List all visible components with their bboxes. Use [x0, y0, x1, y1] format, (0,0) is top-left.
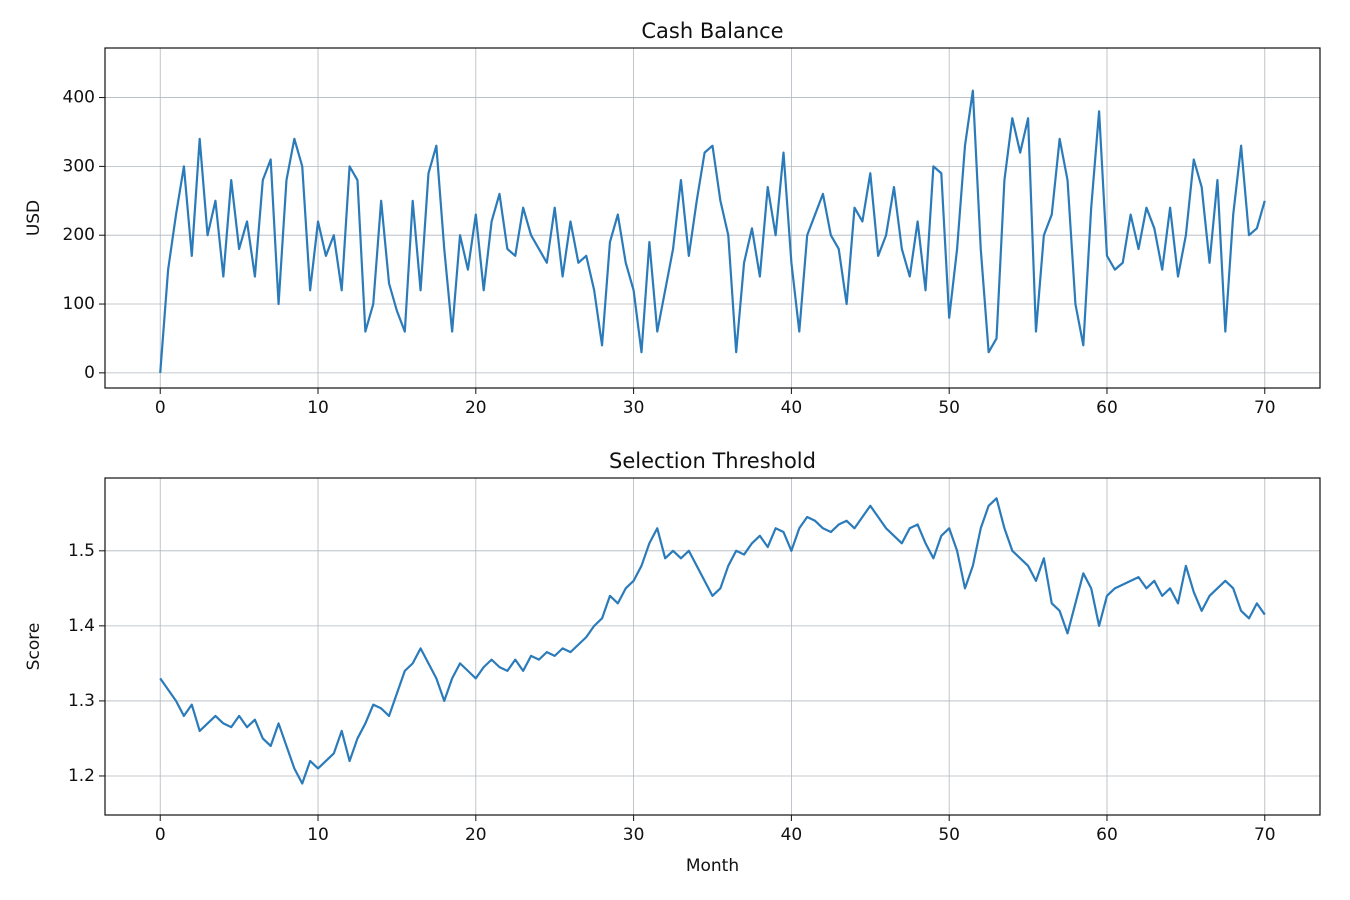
x-tick-label: 10	[307, 398, 329, 418]
x-tick-label: 0	[155, 398, 166, 418]
x-tick-label: 20	[465, 825, 487, 845]
x-tick-label: 70	[1254, 825, 1276, 845]
x-tick-label: 0	[155, 825, 166, 845]
x-tick-label: 40	[781, 825, 803, 845]
y-tick-label: 0	[84, 363, 95, 383]
x-tick-label: 10	[307, 825, 329, 845]
x-axis-label: Month	[686, 856, 739, 876]
y-tick-label: 1.2	[68, 766, 95, 786]
data-line	[159, 89, 1266, 373]
chart-title: Cash Balance	[641, 19, 783, 43]
x-tick-label: 50	[938, 825, 960, 845]
y-tick-label: 200	[63, 225, 95, 245]
x-tick-label: 30	[623, 398, 645, 418]
y-tick-label: 100	[63, 294, 95, 314]
y-tick-label: 400	[63, 88, 95, 108]
axes-frame	[104, 47, 1321, 389]
x-tick-label: 50	[938, 398, 960, 418]
x-tick-label: 60	[1096, 398, 1118, 418]
y-tick-label: 1.4	[68, 616, 95, 636]
x-tick-label: 20	[465, 398, 487, 418]
y-tick-label: 300	[63, 156, 95, 176]
x-tick-label: 70	[1254, 398, 1276, 418]
y-tick-label: 1.5	[68, 541, 95, 561]
y-axis-label: Score	[24, 623, 44, 671]
data-line	[159, 497, 1266, 785]
x-tick-label: 30	[623, 825, 645, 845]
y-axis-label: USD	[24, 200, 44, 236]
y-tick-label: 1.3	[68, 691, 95, 711]
x-tick-label: 40	[781, 398, 803, 418]
x-tick-label: 60	[1096, 825, 1118, 845]
axes-frame	[104, 477, 1321, 816]
chart-title: Selection Threshold	[609, 449, 816, 473]
